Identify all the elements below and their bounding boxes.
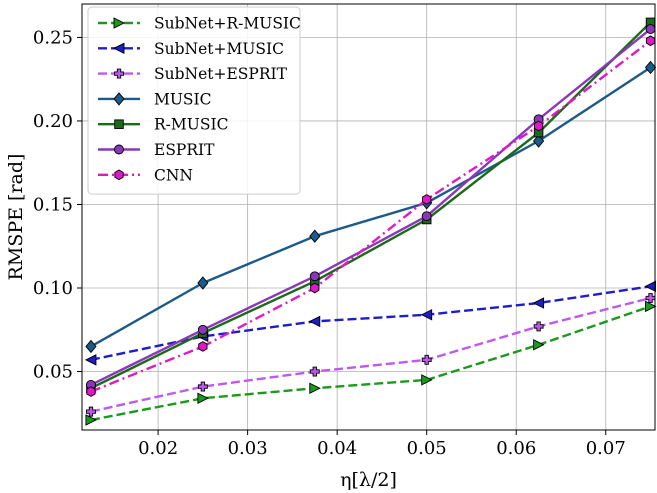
legend-marker: [114, 169, 124, 181]
legend-label: SubNet+MUSIC: [154, 40, 284, 58]
data-point: [309, 271, 320, 282]
y-tick-label: 0.15: [33, 194, 73, 215]
series-line: [90, 28, 652, 386]
legend-label: MUSIC: [154, 90, 212, 108]
legend-label: SubNet+ESPRIT: [154, 65, 288, 83]
data-point: [533, 339, 545, 351]
data-point: [198, 341, 208, 352]
legend-marker: [114, 119, 124, 129]
legend-marker: [114, 144, 124, 155]
data-point: [422, 194, 432, 205]
legend-marker: [113, 92, 125, 106]
data-point: [86, 386, 96, 397]
data-point: [309, 229, 321, 243]
series-3: [86, 293, 656, 417]
data-point: [645, 24, 656, 35]
data-point: [533, 321, 544, 332]
series-line: [90, 296, 651, 413]
legend-label: R-MUSIC: [154, 116, 228, 134]
legend-box: [87, 6, 301, 195]
legend-marker: [113, 17, 126, 29]
data-point: [309, 382, 321, 394]
data-point: [421, 374, 433, 386]
data-point: [84, 354, 97, 366]
data-point: [645, 300, 657, 313]
series-line: [90, 66, 652, 348]
series-6: [86, 24, 656, 390]
series-4: [85, 60, 657, 354]
data-point: [86, 406, 96, 417]
legend-entry: CNN: [98, 166, 193, 184]
x-tick-label: 0.03: [228, 438, 268, 459]
data-point: [197, 381, 208, 392]
legend-entry: ESPRIT: [98, 141, 215, 159]
legend-label: ESPRIT: [154, 141, 215, 159]
x-axis-label: η[λ/2]: [340, 469, 397, 491]
data-point: [310, 282, 320, 294]
data-point: [645, 35, 656, 47]
legend-label: SubNet+R-MUSIC: [154, 15, 301, 33]
data-point: [533, 134, 545, 148]
x-tick-label: 0.07: [586, 438, 626, 459]
series-line: [90, 21, 652, 390]
data-point: [85, 339, 97, 354]
x-tick-label: 0.04: [317, 438, 357, 459]
legend-entry: MUSIC: [98, 90, 212, 108]
legend-marker: [114, 68, 124, 79]
legend-marker: [112, 42, 125, 55]
series-line: [90, 39, 652, 393]
legend-entry: SubNet+MUSIC: [98, 40, 284, 58]
legend-entry: SubNet+ESPRIT: [98, 65, 288, 83]
x-tick-label: 0.05: [407, 438, 447, 459]
y-tick-label: 0.05: [33, 362, 73, 383]
data-point: [197, 392, 209, 404]
axis-ticks: 0.02 0.03 0.04 0.05 0.06 0.07 0.05 0.10 0.15 0.20…: [33, 27, 626, 459]
data-point: [85, 414, 97, 426]
data-point: [421, 354, 432, 365]
data-point: [309, 366, 320, 377]
y-tick-label: 0.10: [33, 278, 73, 299]
plot-frame: [81, 3, 656, 431]
legend: SubNet+R-MUSIC SubNet+MUSIC SubNet+ESPRIT M…: [87, 6, 301, 195]
x-tick-label: 0.02: [138, 438, 178, 459]
series-1: [85, 300, 657, 426]
data-point: [421, 211, 432, 222]
legend-entry: R-MUSIC: [98, 116, 228, 134]
series-2: [84, 280, 656, 366]
series-line: [90, 305, 651, 422]
y-tick-label: 0.25: [33, 27, 73, 48]
y-axis-label: RMSPE [rad]: [5, 154, 27, 281]
data-point: [532, 297, 545, 309]
series-7: [86, 35, 656, 397]
x-tick-label: 0.06: [496, 438, 536, 459]
y-tick-label: 0.20: [33, 111, 73, 132]
legend-entry: SubNet+R-MUSIC: [98, 15, 301, 33]
data-point: [197, 324, 208, 335]
series-layer: [84, 17, 657, 426]
data-point: [308, 315, 321, 328]
data-point: [420, 309, 433, 321]
data-point: [197, 276, 209, 290]
data-point: [644, 280, 656, 293]
data-point: [644, 60, 657, 75]
legend-label: CNN: [154, 166, 193, 184]
series-line: [90, 285, 651, 362]
data-point: [534, 120, 544, 132]
data-point: [645, 293, 656, 303]
